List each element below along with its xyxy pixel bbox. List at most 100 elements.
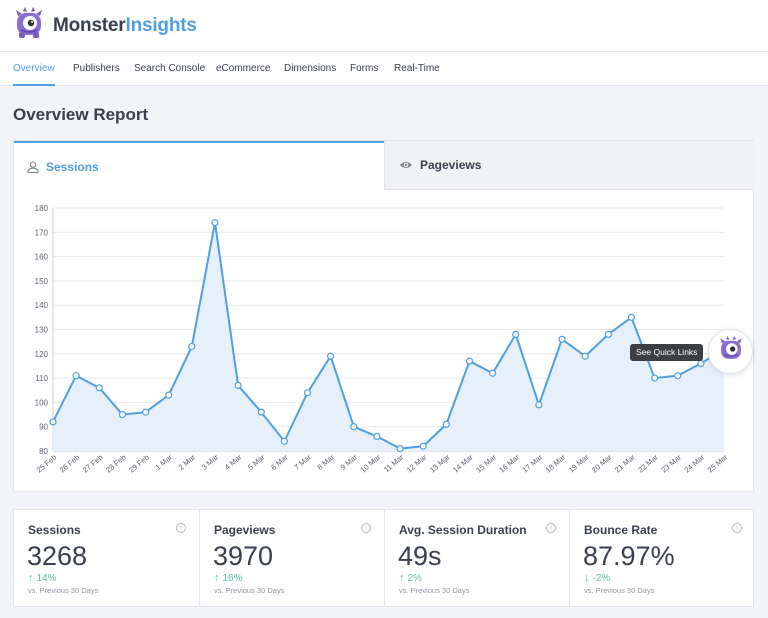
page-title: Overview Report xyxy=(13,105,149,124)
data-point xyxy=(489,369,497,377)
nav-publishers[interactable]: Publishers xyxy=(73,63,120,74)
data-point xyxy=(581,352,589,360)
x-tick-label: 26 Feb xyxy=(58,453,82,475)
arrow-up-icon: ↑ xyxy=(214,572,220,584)
nav-real-time[interactable]: Real-Time xyxy=(394,63,440,74)
y-tick-label: 110 xyxy=(35,374,48,383)
data-point xyxy=(165,391,173,399)
data-point xyxy=(303,389,312,397)
eye-icon xyxy=(399,160,413,170)
y-tick-label: 140 xyxy=(35,301,49,310)
x-tick-label: 9 Mar xyxy=(339,452,360,472)
data-point xyxy=(419,442,427,450)
x-tick-label: 24 Mar xyxy=(682,452,706,474)
stat-value: 3970 xyxy=(213,541,274,571)
tab-pageviews[interactable]: Pageviews xyxy=(384,141,754,190)
x-tick-label: 11 Mar xyxy=(382,452,406,474)
nav-dimensions[interactable]: Dimensions xyxy=(284,63,337,74)
stat-compare: vs. Previous 30 Days xyxy=(214,586,285,595)
report-nav: Overview Publishers Search Console eComm… xyxy=(0,52,768,86)
stat-value: 3268 xyxy=(27,541,88,571)
x-tick-label: 2 Mar xyxy=(177,452,198,472)
stat-change-value: 14% xyxy=(36,572,57,584)
x-tick-label: 29 Feb xyxy=(127,453,151,475)
stat-change: ↑ 14% xyxy=(28,572,57,584)
arrow-down-icon: ↓ xyxy=(584,572,590,584)
arrow-up-icon: ↑ xyxy=(28,572,34,584)
stats-summary: Sessions i 3268 ↑ 14% vs. Previous 30 Day… xyxy=(13,509,754,607)
stat-compare: vs. Previous 30 Days xyxy=(28,586,99,595)
data-point xyxy=(558,335,566,343)
info-icon[interactable]: i xyxy=(361,523,371,533)
info-icon[interactable]: i xyxy=(176,523,186,533)
quick-links-button[interactable] xyxy=(708,329,753,374)
stat-label: Sessions xyxy=(28,523,81,537)
stat-value: 87.97% xyxy=(583,541,675,571)
y-tick-label: 160 xyxy=(35,253,49,262)
stat-compare: vs. Previous 30 Days xyxy=(399,586,470,595)
x-tick-label: 3 Mar xyxy=(200,452,221,472)
data-point xyxy=(604,330,612,338)
x-tick-label: 4 Mar xyxy=(223,452,244,472)
stat-card-sessions: Sessions i 3268 ↑ 14% vs. Previous 30 Day… xyxy=(14,510,200,606)
stat-label: Avg. Session Duration xyxy=(399,523,527,537)
data-point xyxy=(650,374,659,382)
arrow-up-icon: ↑ xyxy=(399,572,405,584)
brand-name: MonsterInsights xyxy=(53,15,197,37)
y-tick-label: 150 xyxy=(35,277,49,286)
data-point xyxy=(697,359,705,368)
x-tick-label: 16 Mar xyxy=(497,452,521,474)
data-point xyxy=(373,432,381,441)
y-tick-label: 170 xyxy=(35,228,49,237)
data-point xyxy=(674,372,682,380)
stat-change-value: 2% xyxy=(407,572,422,584)
tab-pageviews-label: Pageviews xyxy=(420,158,482,172)
stat-label: Bounce Rate xyxy=(584,523,658,537)
data-point xyxy=(627,313,636,321)
stat-card-bounce-rate: Bounce Rate i 87.97% ↓ -2% vs. Previous 3… xyxy=(570,510,755,606)
quick-links-tooltip: See Quick Links xyxy=(630,344,704,361)
user-icon xyxy=(27,160,39,173)
x-tick-label: 7 Mar xyxy=(292,452,313,472)
x-tick-label: 14 Mar xyxy=(451,452,475,474)
series-area xyxy=(53,222,724,451)
data-point xyxy=(535,401,543,409)
data-point xyxy=(234,381,242,389)
data-point xyxy=(512,330,520,338)
top-header: MonsterInsights xyxy=(0,0,768,52)
x-tick-label: 27 Feb xyxy=(81,453,105,475)
x-tick-label: 5 Mar xyxy=(246,452,267,472)
monster-logo-icon xyxy=(717,335,745,368)
stat-change-value: -2% xyxy=(592,572,611,584)
monster-logo-icon xyxy=(12,6,46,45)
y-tick-label: 130 xyxy=(35,326,49,335)
x-tick-label: 10 Mar xyxy=(359,452,383,474)
data-point xyxy=(188,342,196,351)
nav-ecommerce[interactable]: eCommerce xyxy=(216,63,271,74)
y-tick-label: 100 xyxy=(35,398,49,407)
data-point xyxy=(211,218,219,227)
data-point xyxy=(118,410,127,419)
x-tick-label: 17 Mar xyxy=(521,452,545,474)
info-icon[interactable]: i xyxy=(546,523,556,533)
brand-name-part1: Monster xyxy=(53,14,126,36)
x-tick-label: 18 Mar xyxy=(544,452,568,474)
x-tick-label: 21 Mar xyxy=(613,452,637,474)
stat-card-pageviews: Pageviews i 3970 ↑ 16% vs. Previous 30 Da… xyxy=(200,510,385,606)
nav-overview[interactable]: Overview xyxy=(13,52,55,86)
y-tick-label: 120 xyxy=(35,350,49,359)
stat-change: ↑ 2% xyxy=(399,572,422,584)
x-tick-label: 23 Mar xyxy=(659,452,683,474)
brand-logo[interactable]: MonsterInsights xyxy=(12,6,197,45)
data-point xyxy=(95,384,103,392)
stat-change: ↓ -2% xyxy=(584,572,610,584)
tab-sessions[interactable]: Sessions xyxy=(14,141,384,190)
y-tick-label: 80 xyxy=(39,447,48,456)
nav-forms[interactable]: Forms xyxy=(350,63,379,74)
stat-change-value: 16% xyxy=(222,572,243,584)
y-tick-label: 90 xyxy=(39,423,48,432)
info-icon[interactable]: i xyxy=(732,523,742,533)
stat-compare: vs. Previous 30 Days xyxy=(584,586,655,595)
nav-search-console[interactable]: Search Console xyxy=(134,63,206,74)
